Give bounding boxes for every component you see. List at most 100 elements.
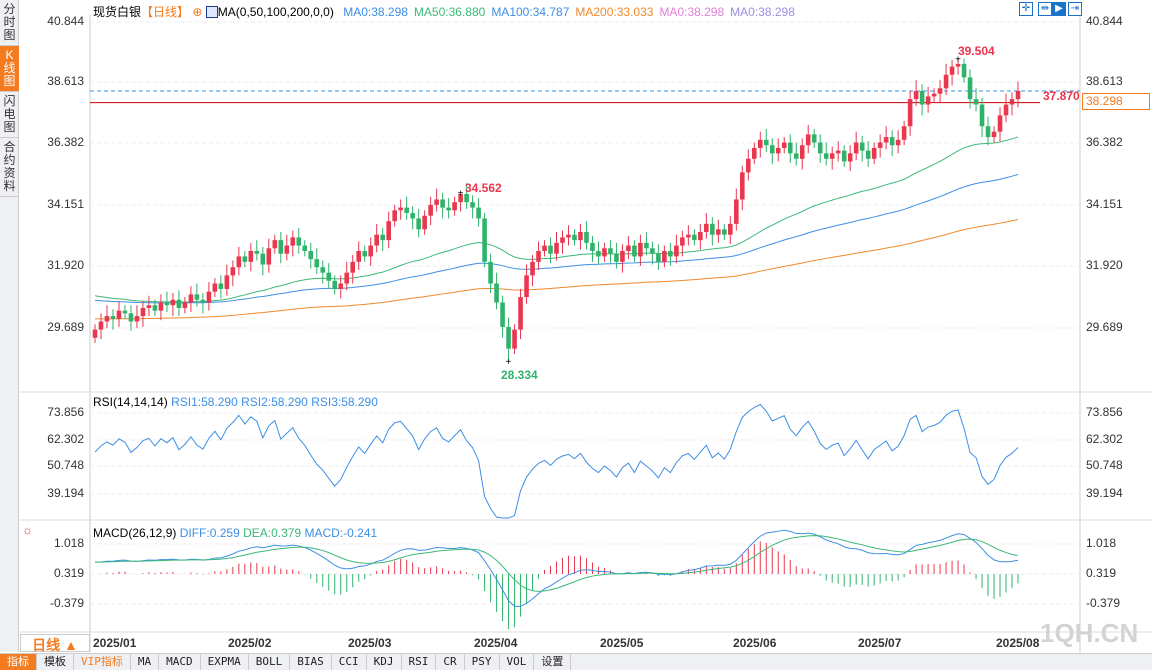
- tab-flash[interactable]: 闪电图: [0, 92, 19, 138]
- chart-header: 现货白银【日线】 ⊕ MA(0,50,100,200,0,0) MA0:38.2…: [93, 3, 795, 20]
- candle-body: [428, 204, 433, 216]
- candle-body: [470, 202, 475, 208]
- macd-settings-icon[interactable]: ☼: [22, 523, 33, 537]
- candle-body: [356, 250, 362, 262]
- scroll-right-icon[interactable]: ⇥: [1068, 2, 1082, 16]
- candle-body: [829, 153, 835, 159]
- rsi-axis-left-label: 39.194: [47, 486, 84, 500]
- candle-body: [530, 261, 535, 276]
- ma-chart-icon: [205, 6, 218, 18]
- indicator-tab[interactable]: VIP指标: [74, 654, 131, 670]
- tab-contract-info[interactable]: 合约资料: [0, 138, 19, 197]
- candle-body: [116, 310, 122, 319]
- tab-kline[interactable]: K线图: [0, 46, 19, 92]
- candle-body: [110, 316, 116, 319]
- indicator-tab[interactable]: EXPMA: [201, 654, 249, 670]
- candle-body: [200, 299, 206, 303]
- candle-body: [841, 150, 847, 162]
- candle-body: [763, 139, 769, 146]
- rsi-axis-right-label: 50.748: [1086, 458, 1123, 472]
- settings-icon[interactable]: ⊕: [192, 5, 203, 19]
- candle-body: [98, 321, 104, 330]
- candle-body: [350, 261, 356, 273]
- candle-body: [751, 147, 757, 159]
- candle-body: [686, 234, 691, 238]
- fit-range-icon[interactable]: ⇹: [1038, 2, 1052, 16]
- ma200-line: [94, 219, 1019, 320]
- indicator-tab[interactable]: 指标: [0, 654, 37, 670]
- candle-body: [728, 223, 733, 235]
- watermark: 1QH.CN: [1040, 618, 1139, 648]
- indicator-tab[interactable]: VOL: [500, 654, 535, 670]
- indicator-tab[interactable]: BIAS: [290, 654, 332, 670]
- candle-body: [488, 261, 493, 284]
- candle-body: [542, 245, 547, 251]
- sidebar: 分时图 K线图 闪电图 合约资料: [0, 0, 19, 652]
- period-button[interactable]: 日线 ▲: [20, 634, 90, 653]
- ma-value: MA100:34.787: [491, 5, 570, 19]
- macd-axis-right-label: 1.018: [1086, 536, 1117, 550]
- crosshair-icon[interactable]: ✛: [1019, 2, 1033, 16]
- ma-value: MA0:38.298: [659, 5, 725, 19]
- indicator-tab[interactable]: RSI: [402, 654, 437, 670]
- indicator-tab[interactable]: KDJ: [367, 654, 402, 670]
- indicator-tab[interactable]: CR: [436, 654, 465, 670]
- candle-body: [518, 297, 523, 330]
- candle-body: [578, 232, 583, 241]
- candle-body: [811, 134, 817, 143]
- candle-body: [164, 302, 170, 306]
- play-icon[interactable]: ▶: [1052, 2, 1066, 16]
- candle-body: [668, 250, 673, 257]
- candle-body: [710, 223, 715, 235]
- extreme-marker: +: [506, 357, 512, 368]
- candle-body: [859, 142, 865, 151]
- indicator-tab[interactable]: PSY: [465, 654, 500, 670]
- candle-body: [572, 234, 577, 241]
- candle-body: [949, 66, 955, 75]
- candle-body: [410, 213, 415, 219]
- candle-body: [734, 199, 739, 224]
- candle-body: [650, 248, 655, 254]
- price-axis-right-label: 31.920: [1086, 258, 1123, 272]
- candle-body: [973, 99, 979, 105]
- candle-body: [817, 142, 823, 154]
- indicator-tab[interactable]: MA: [131, 654, 160, 670]
- candle-body: [638, 242, 643, 257]
- dea-value: DEA:0.379: [243, 526, 302, 540]
- candle-body: [566, 234, 571, 238]
- indicator-tab[interactable]: 设置: [534, 654, 572, 670]
- candle-body: [224, 275, 230, 289]
- candle-body: [590, 242, 595, 251]
- rsi2-value: RSI2:58.290: [241, 395, 308, 409]
- ma50-line: [94, 136, 1019, 303]
- candle-body: [212, 283, 218, 292]
- candle-body: [218, 283, 224, 289]
- macd-header: MACD(26,12,9) DIFF:0.259 DEA:0.379 MACD:…: [93, 526, 377, 540]
- candle-body: [416, 218, 421, 230]
- indicator-tab[interactable]: 模板: [37, 654, 74, 670]
- extreme-marker: +: [458, 188, 464, 199]
- candle-body: [979, 104, 985, 127]
- candle-body: [104, 316, 110, 322]
- candle-body: [907, 99, 913, 127]
- candle-body: [266, 248, 272, 265]
- indicator-tab[interactable]: BOLL: [249, 654, 291, 670]
- candle-body: [805, 134, 811, 146]
- candle-body: [398, 207, 403, 211]
- candle-body: [296, 237, 302, 246]
- macd-axis-left-label: 0.319: [53, 566, 84, 580]
- chart-canvas[interactable]: + + +: [0, 0, 1152, 652]
- tab-timeshare[interactable]: 分时图: [0, 0, 19, 46]
- candle-body: [506, 326, 511, 349]
- candle-body: [901, 126, 907, 140]
- indicator-tab[interactable]: MACD: [159, 654, 201, 670]
- candle-body: [260, 253, 266, 265]
- ma-value: MA0:38.298: [730, 5, 795, 19]
- candle-body: [362, 250, 368, 257]
- indicator-tab[interactable]: CCI: [332, 654, 367, 670]
- candle-body: [991, 131, 997, 138]
- candle-body: [865, 150, 871, 159]
- ma-label: MA(0,50,100,200,0,0): [217, 5, 334, 19]
- candle-body: [524, 275, 529, 298]
- candle-body: [919, 90, 925, 105]
